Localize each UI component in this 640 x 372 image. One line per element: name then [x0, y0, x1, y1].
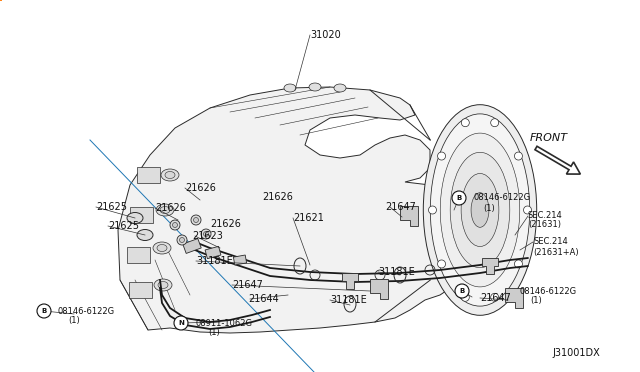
Polygon shape	[482, 258, 498, 274]
Polygon shape	[505, 288, 523, 308]
Ellipse shape	[450, 152, 510, 268]
Ellipse shape	[423, 105, 537, 315]
Text: 21621: 21621	[293, 213, 324, 223]
Ellipse shape	[471, 193, 489, 227]
Text: 08911-1062G: 08911-1062G	[195, 318, 252, 327]
Ellipse shape	[160, 206, 170, 214]
Ellipse shape	[334, 84, 346, 92]
Bar	[234, 255, 246, 265]
Polygon shape	[118, 87, 470, 333]
Circle shape	[179, 237, 184, 243]
Text: 31181E: 31181E	[330, 295, 367, 305]
Circle shape	[461, 119, 469, 127]
Text: FRONT: FRONT	[530, 133, 568, 143]
Ellipse shape	[154, 279, 172, 291]
Circle shape	[515, 260, 522, 268]
Bar	[205, 246, 221, 259]
Ellipse shape	[156, 204, 174, 216]
Circle shape	[170, 220, 180, 230]
Text: 21626: 21626	[262, 192, 293, 202]
Text: 08146-6122G: 08146-6122G	[520, 286, 577, 295]
Circle shape	[452, 191, 466, 205]
Polygon shape	[127, 247, 150, 263]
Ellipse shape	[430, 114, 530, 306]
Circle shape	[455, 284, 469, 298]
Polygon shape	[342, 273, 358, 289]
Text: (1): (1)	[68, 317, 80, 326]
Text: 21647: 21647	[232, 280, 263, 290]
Text: 21625: 21625	[96, 202, 127, 212]
Text: 21625: 21625	[108, 221, 139, 231]
Circle shape	[491, 119, 499, 127]
Circle shape	[438, 260, 445, 268]
Text: 21623: 21623	[192, 231, 223, 241]
Circle shape	[461, 293, 469, 301]
Circle shape	[201, 229, 211, 239]
Circle shape	[515, 152, 522, 160]
Text: 21626: 21626	[185, 183, 216, 193]
Polygon shape	[370, 279, 388, 299]
Text: 31181E: 31181E	[378, 267, 415, 277]
Ellipse shape	[153, 242, 171, 254]
Text: (1): (1)	[208, 328, 220, 337]
Circle shape	[438, 152, 445, 160]
Text: (1): (1)	[483, 203, 495, 212]
Text: (21631+A): (21631+A)	[533, 247, 579, 257]
Circle shape	[193, 218, 198, 222]
Text: B: B	[460, 288, 465, 294]
Text: 21647: 21647	[385, 202, 416, 212]
Circle shape	[173, 222, 177, 228]
Text: SEC.214: SEC.214	[533, 237, 568, 247]
Ellipse shape	[440, 133, 520, 287]
Ellipse shape	[158, 282, 168, 289]
Text: J31001DX: J31001DX	[552, 348, 600, 358]
Text: 21626: 21626	[210, 219, 241, 229]
Polygon shape	[137, 167, 160, 183]
Polygon shape	[129, 282, 152, 298]
Text: B: B	[42, 308, 47, 314]
Text: (21631): (21631)	[528, 221, 561, 230]
Ellipse shape	[165, 171, 175, 179]
Text: 31020: 31020	[310, 30, 340, 40]
Ellipse shape	[461, 173, 499, 247]
Circle shape	[37, 304, 51, 318]
Text: 08146-6122G: 08146-6122G	[58, 307, 115, 315]
Text: 21644: 21644	[248, 294, 279, 304]
Ellipse shape	[157, 244, 167, 251]
Polygon shape	[130, 207, 153, 223]
Polygon shape	[400, 206, 418, 226]
Circle shape	[204, 231, 209, 237]
Text: (1): (1)	[530, 296, 541, 305]
Circle shape	[524, 206, 531, 214]
Bar	[183, 238, 201, 253]
Circle shape	[174, 316, 188, 330]
Text: SEC.214: SEC.214	[528, 212, 563, 221]
Text: 21647: 21647	[480, 293, 511, 303]
Text: 31181E: 31181E	[196, 256, 233, 266]
Circle shape	[177, 235, 187, 245]
Ellipse shape	[161, 169, 179, 181]
Text: N: N	[178, 320, 184, 326]
Ellipse shape	[284, 84, 296, 92]
Ellipse shape	[137, 230, 153, 241]
Ellipse shape	[309, 83, 321, 91]
Circle shape	[491, 293, 499, 301]
Text: 08146-6122G: 08146-6122G	[474, 193, 531, 202]
Ellipse shape	[127, 212, 143, 224]
FancyArrow shape	[535, 146, 580, 174]
Text: B: B	[456, 195, 461, 201]
Circle shape	[429, 206, 436, 214]
Text: 21626: 21626	[155, 203, 186, 213]
Circle shape	[191, 215, 201, 225]
